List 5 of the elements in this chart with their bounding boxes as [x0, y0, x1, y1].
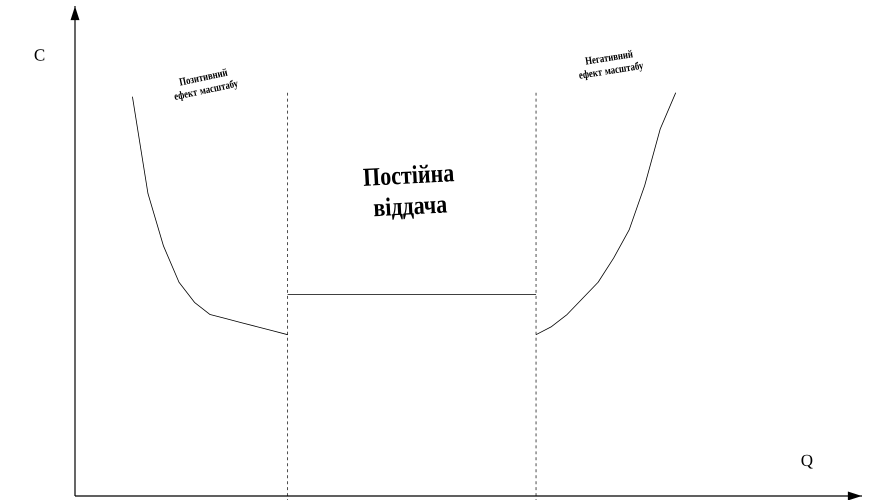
annotation: Постійна віддача [363, 164, 454, 220]
annotation: Позитивний ефект масштабу [174, 68, 238, 102]
x-axis-title: Q [801, 454, 813, 469]
y-axis-title: C [34, 49, 44, 61]
text: Негативний ефект масштабу [579, 50, 643, 80]
